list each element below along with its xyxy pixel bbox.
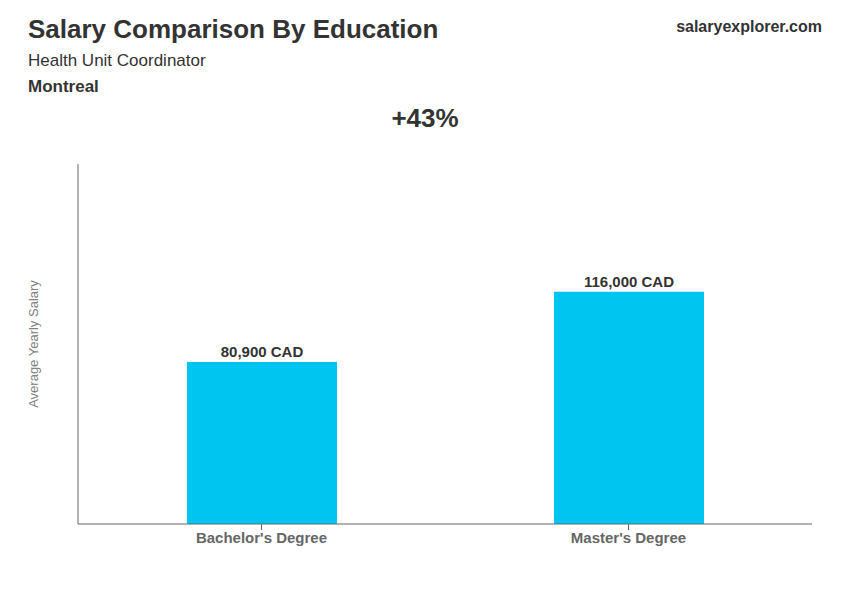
svg-text:80,900 CAD: 80,900 CAD: [221, 343, 304, 360]
svg-text:Bachelor's Degree: Bachelor's Degree: [196, 529, 327, 546]
html-text:salaryexplorer.com: salaryexplorer.com: [676, 18, 822, 35]
svg-text:Master's Degree: Master's Degree: [571, 529, 686, 546]
svg-text:116,000 CAD: 116,000 CAD: [584, 273, 674, 290]
html-text:Salary Comparison By Education: Salary Comparison By Education: [28, 14, 439, 44]
html-text:Montreal: Montreal: [28, 77, 99, 96]
svg-text:Average Yearly Salary: Average Yearly Salary: [26, 280, 41, 408]
html-text:Health Unit Coordinator: Health Unit Coordinator: [28, 51, 206, 70]
html-text:+43%: +43%: [391, 103, 459, 133]
